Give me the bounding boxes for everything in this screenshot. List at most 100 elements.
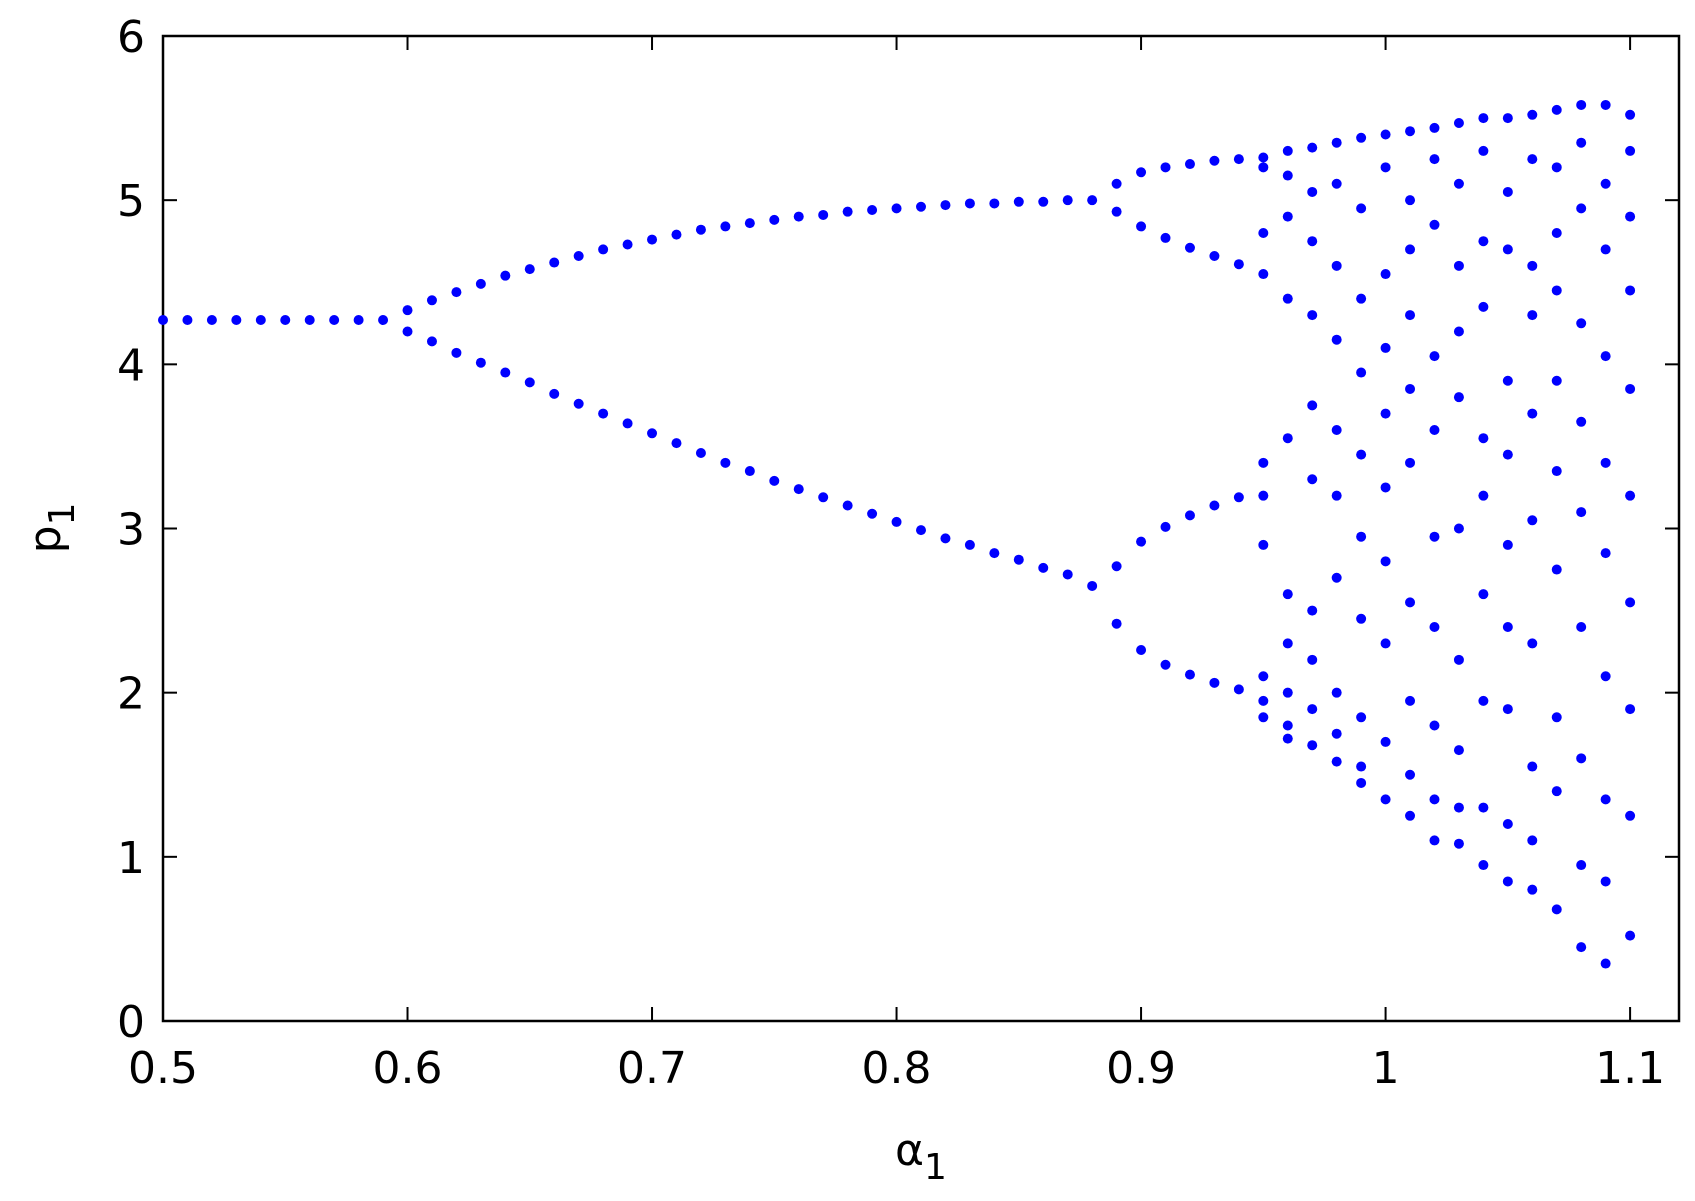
point — [1160, 232, 1171, 243]
point — [1062, 569, 1073, 580]
point — [964, 539, 975, 550]
point — [1453, 523, 1464, 534]
point — [1111, 618, 1122, 629]
point — [1429, 154, 1440, 165]
point — [1527, 884, 1538, 895]
point — [1331, 728, 1342, 739]
point — [1600, 671, 1611, 682]
point — [1331, 490, 1342, 501]
point — [695, 224, 706, 235]
point — [231, 315, 242, 326]
x-tick-label: 1 — [1372, 1043, 1400, 1094]
point — [1282, 145, 1293, 156]
point — [1478, 145, 1489, 156]
point — [1307, 400, 1318, 411]
point — [573, 398, 584, 409]
point — [378, 315, 389, 326]
point — [1356, 293, 1367, 304]
point — [1160, 162, 1171, 173]
point — [1429, 531, 1440, 542]
point — [1013, 554, 1024, 565]
point — [1184, 242, 1195, 253]
point — [1429, 219, 1440, 230]
point — [1551, 162, 1562, 173]
point — [549, 388, 560, 399]
point — [1527, 109, 1538, 120]
point — [304, 315, 315, 326]
point — [1478, 113, 1489, 124]
point — [1551, 466, 1562, 477]
point — [1038, 562, 1049, 573]
point — [524, 264, 535, 275]
y-axis-label-sub: 1 — [42, 503, 83, 526]
point — [1502, 375, 1513, 386]
point — [1453, 802, 1464, 813]
point — [1405, 695, 1416, 706]
point — [1625, 597, 1636, 608]
point — [1209, 155, 1220, 166]
point — [1551, 104, 1562, 115]
y-tick-label: 6 — [117, 12, 145, 63]
point — [1282, 170, 1293, 181]
point — [1600, 244, 1611, 255]
point — [426, 336, 437, 347]
point — [426, 295, 437, 306]
point — [891, 203, 902, 214]
point — [1258, 695, 1269, 706]
point — [1405, 126, 1416, 137]
point — [1453, 838, 1464, 849]
point — [720, 221, 731, 232]
point — [1282, 638, 1293, 649]
point — [916, 201, 926, 212]
point — [1087, 580, 1098, 591]
point — [1600, 351, 1611, 362]
y-axis-label: p1 — [20, 503, 83, 554]
point — [1502, 186, 1513, 197]
point — [1502, 539, 1513, 550]
x-tick-label: 0.7 — [617, 1043, 687, 1094]
point — [158, 315, 168, 326]
point — [1356, 761, 1367, 772]
point — [1258, 490, 1269, 501]
point — [353, 315, 364, 326]
point — [451, 347, 462, 358]
point — [1209, 500, 1220, 511]
point — [1136, 221, 1147, 232]
point — [1453, 118, 1464, 129]
point — [1502, 704, 1513, 715]
point — [818, 209, 829, 220]
point — [1625, 704, 1636, 715]
point — [280, 315, 291, 326]
point — [1307, 474, 1318, 485]
x-tick-label: 1.1 — [1595, 1043, 1665, 1094]
point — [1331, 425, 1342, 435]
point — [1282, 211, 1293, 222]
point — [475, 278, 486, 289]
point — [1233, 492, 1244, 503]
x-axis-label-main: α — [895, 1125, 924, 1176]
point — [1527, 310, 1538, 321]
point — [744, 218, 755, 229]
point — [549, 257, 560, 268]
point — [1380, 269, 1391, 280]
x-tick-label: 0.5 — [128, 1043, 198, 1094]
point — [1478, 433, 1489, 444]
point — [1600, 457, 1611, 468]
point — [1331, 756, 1342, 767]
point — [1576, 203, 1587, 214]
point — [867, 205, 878, 216]
point — [1625, 383, 1636, 394]
point — [1136, 167, 1147, 178]
point — [1576, 753, 1587, 764]
y-tick-label: 1 — [117, 833, 145, 884]
point — [1600, 958, 1611, 969]
point — [1233, 154, 1244, 165]
point — [524, 377, 535, 388]
point — [1331, 572, 1342, 583]
point — [671, 438, 682, 449]
point — [891, 516, 902, 527]
point — [1136, 536, 1147, 547]
point — [1478, 695, 1489, 706]
point — [1453, 745, 1464, 756]
point — [842, 206, 853, 217]
